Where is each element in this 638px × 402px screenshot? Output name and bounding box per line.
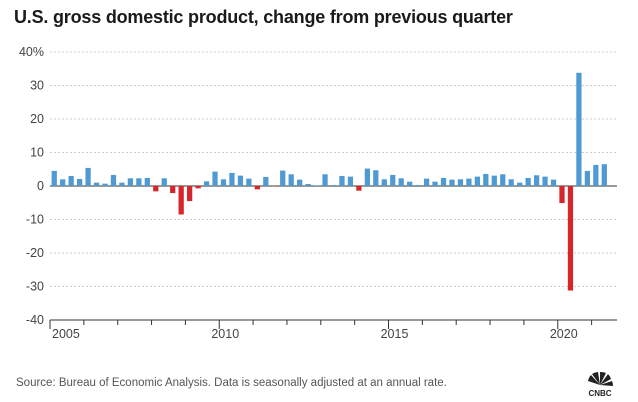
bar-2009-q3 [203,181,210,186]
bar-2007-q1 [119,182,125,186]
bar-2019-q4 [550,179,557,186]
bar-2011-q4 [280,170,286,186]
bar-2021-q1 [593,164,599,186]
bar-2019-q2 [533,175,540,186]
bar-2020-q3 [576,72,582,186]
source-note: Source: Bureau of Economic Analysis. Dat… [16,377,447,389]
bar-2005-q2 [60,179,66,186]
y-tick-label: 20 [30,112,44,126]
bar-2009-q2 [195,186,201,189]
bar-2008-q3 [170,186,176,194]
bar-2020-q4 [584,170,591,186]
bar-2012-q1 [288,174,294,186]
bar-2008-q2 [161,178,167,186]
bar-2005-q1 [51,170,57,186]
chart-title: U.S. gross domestic product, change from… [14,7,513,27]
bar-2014-q2 [364,168,370,186]
bar-2006-q2 [93,182,100,186]
x-axis: 2005 2010 2015 2020 [49,319,617,341]
bar-2017-q2 [466,178,472,186]
bar-2020-q1 [559,186,565,204]
y-tick-label: -20 [26,246,44,260]
bar-2019-q1 [525,177,531,186]
bar-2013-q3 [339,175,345,186]
bar-2015-q2 [398,178,404,186]
x-tick-label: 2020 [550,327,578,341]
bar-2018-q2 [500,174,506,186]
y-tick-label: -10 [26,213,44,227]
bar-2018-q1 [491,175,497,186]
y-tick-label: 0 [37,179,44,193]
bar-2010-q3 [237,175,244,186]
bar-2016-q1 [423,178,430,186]
bar-2013-q4 [347,176,354,186]
bar-2010-q1 [220,179,227,186]
bar-2014-q1 [356,186,362,191]
bar-2013-q2 [330,185,337,186]
bar-2013-q1 [322,174,328,186]
bars [51,72,607,291]
bar-2008-q1 [153,186,159,192]
bar-2006-q1 [85,167,91,186]
bar-2007-q2 [127,178,134,186]
bar-2012-q4 [313,185,320,186]
bar-2005-q4 [77,178,83,186]
bar-2015-q4 [415,185,421,186]
bar-2016-q2 [432,181,438,186]
bar-2012-q2 [297,179,303,186]
bar-2010-q4 [246,178,252,186]
bar-2009-q1 [187,186,193,202]
bar-2017-q3 [474,176,480,186]
x-tick-label: 2015 [381,327,409,341]
bar-2017-q1 [457,179,464,186]
bar-2015-q3 [407,181,413,186]
logo-text: CNBC [588,389,611,398]
bar-2010-q2 [229,172,235,186]
bar-2006-q4 [110,174,117,186]
bar-2018-q3 [508,179,514,186]
y-tick-label: -30 [26,280,44,294]
bar-2014-q4 [381,179,387,186]
x-tick-label: 2005 [52,327,80,341]
bar-2019-q3 [542,176,548,186]
bar-2015-q1 [390,174,396,186]
bar-2018-q4 [517,182,523,186]
bar-2007-q3 [136,178,142,186]
bar-2016-q4 [449,179,455,186]
bar-2021-q2 [601,164,607,186]
y-tick-label: 10 [30,146,44,160]
y-tick-label: -40 [26,313,44,327]
bar-2020-q2 [567,186,574,291]
bar-2008-q4 [178,186,184,215]
bar-2011-q2 [263,176,269,186]
y-tick-label: 40% [19,45,44,59]
x-tick-label: 2010 [211,327,239,341]
bar-2016-q3 [440,177,447,186]
gridlines [50,51,617,287]
bar-2009-q4 [212,171,218,186]
bar-2006-q3 [102,183,108,186]
bar-2007-q4 [144,177,150,186]
bar-2014-q3 [373,170,379,186]
y-axis-tick-labels: 40% 30 20 10 0 -10 -20 -30 -40 [19,45,44,327]
bar-2011-q1 [254,186,260,190]
bar-2012-q3 [305,183,311,186]
bar-2017-q4 [483,173,489,186]
y-tick-label: 30 [30,79,44,93]
bar-2005-q3 [68,175,74,186]
cnbc-peacock-logo: CNBC [588,371,614,398]
